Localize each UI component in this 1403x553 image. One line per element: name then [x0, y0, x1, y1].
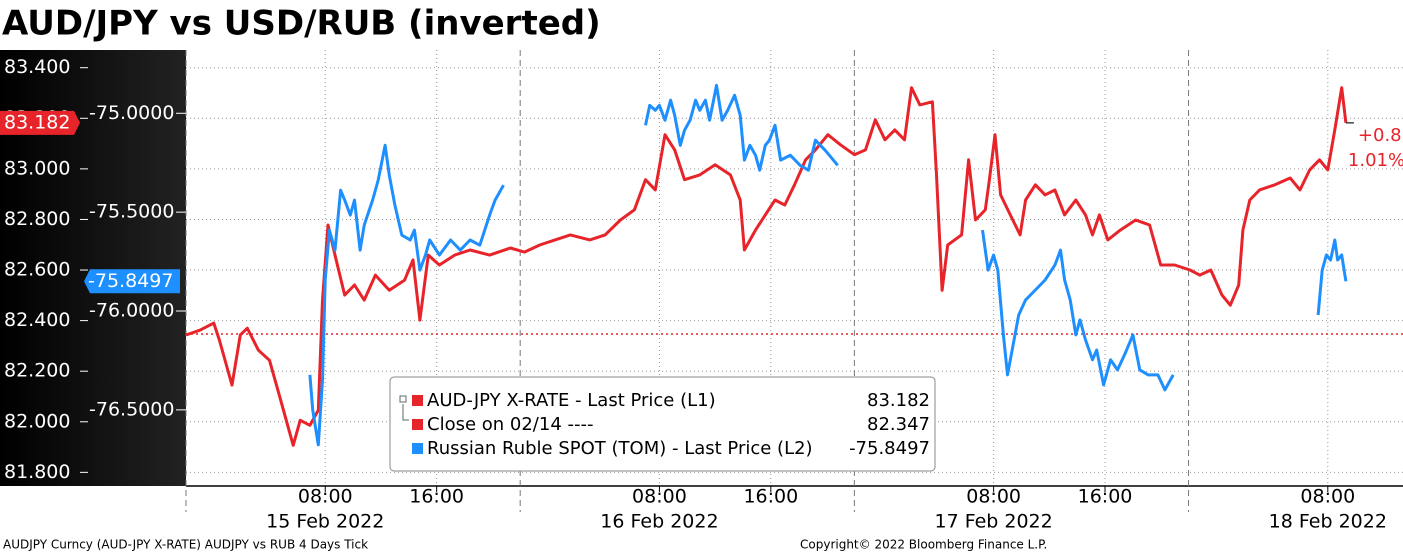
footer-left: AUDJPY Curncy (AUD-JPY X-RATE) AUDJPY vs…	[3, 538, 368, 552]
last-value-label: 83.182	[4, 111, 70, 133]
legend-box	[389, 376, 936, 472]
last-value-label: -75.8497	[88, 270, 173, 292]
legend-collapse-icon	[399, 395, 409, 421]
legend-label: Russian Ruble SPOT (TOM) - Last Price (L…	[427, 438, 813, 459]
legend-swatch	[412, 419, 423, 430]
y-tick-label: 82.200	[4, 360, 70, 382]
x-date-label: 15 Feb 2022	[266, 511, 384, 533]
y-tick-label: 81.800	[4, 461, 70, 483]
series-line	[308, 83, 1348, 447]
y-tick-label: 82.000	[4, 410, 70, 432]
x-tick-label: 08:00	[632, 486, 687, 508]
x-tick-label: 16:00	[409, 486, 464, 508]
y-tick-label: 83.400	[4, 56, 70, 78]
chart-title: AUD/JPY vs USD/RUB (inverted)	[2, 4, 601, 44]
y2-tick-label: -76.5000	[89, 398, 174, 420]
y-tick-label: 82.600	[4, 259, 70, 281]
legend-value: 83.182	[867, 390, 930, 411]
legend-swatch	[412, 443, 423, 454]
legend: AUD-JPY X-RATE - Last Price (L1) 83.182 Cl…	[389, 376, 936, 472]
series-line	[185, 86, 1348, 447]
legend-label: Close on 02/14 ----	[427, 414, 593, 435]
x-date-label: 16 Feb 2022	[600, 511, 718, 533]
x-tick-label: 16:00	[743, 486, 798, 508]
change-label: +0.835	[1358, 125, 1403, 146]
y-tick-label: 82.800	[4, 208, 70, 230]
x-tick-label: 16:00	[1078, 486, 1133, 508]
legend-value: -75.8497	[849, 438, 930, 459]
last-value-box	[0, 110, 80, 135]
legend-swatch	[412, 395, 423, 406]
y-tick-label: 82.400	[4, 309, 70, 331]
legend-label: AUD-JPY X-RATE - Last Price (L1)	[427, 390, 716, 411]
x-date-label: 18 Feb 2022	[1269, 511, 1387, 533]
legend-value: 82.347	[867, 414, 930, 435]
y2-tick-label: -75.0000	[89, 102, 174, 124]
x-tick-label: 08:00	[966, 486, 1021, 508]
x-tick-label: 08:00	[298, 486, 353, 508]
x-date-label: 17 Feb 2022	[934, 511, 1052, 533]
last-value-box	[84, 269, 180, 294]
y2-tick-label: -76.0000	[89, 300, 174, 322]
change-percent: 1.01%	[1348, 150, 1403, 171]
y-tick-label: 83.000	[4, 157, 70, 179]
y2-tick-label: -75.5000	[89, 201, 174, 223]
footer-right: Copyright© 2022 Bloomberg Finance L.P.	[800, 538, 1047, 552]
x-tick-label: 08:00	[1300, 486, 1355, 508]
